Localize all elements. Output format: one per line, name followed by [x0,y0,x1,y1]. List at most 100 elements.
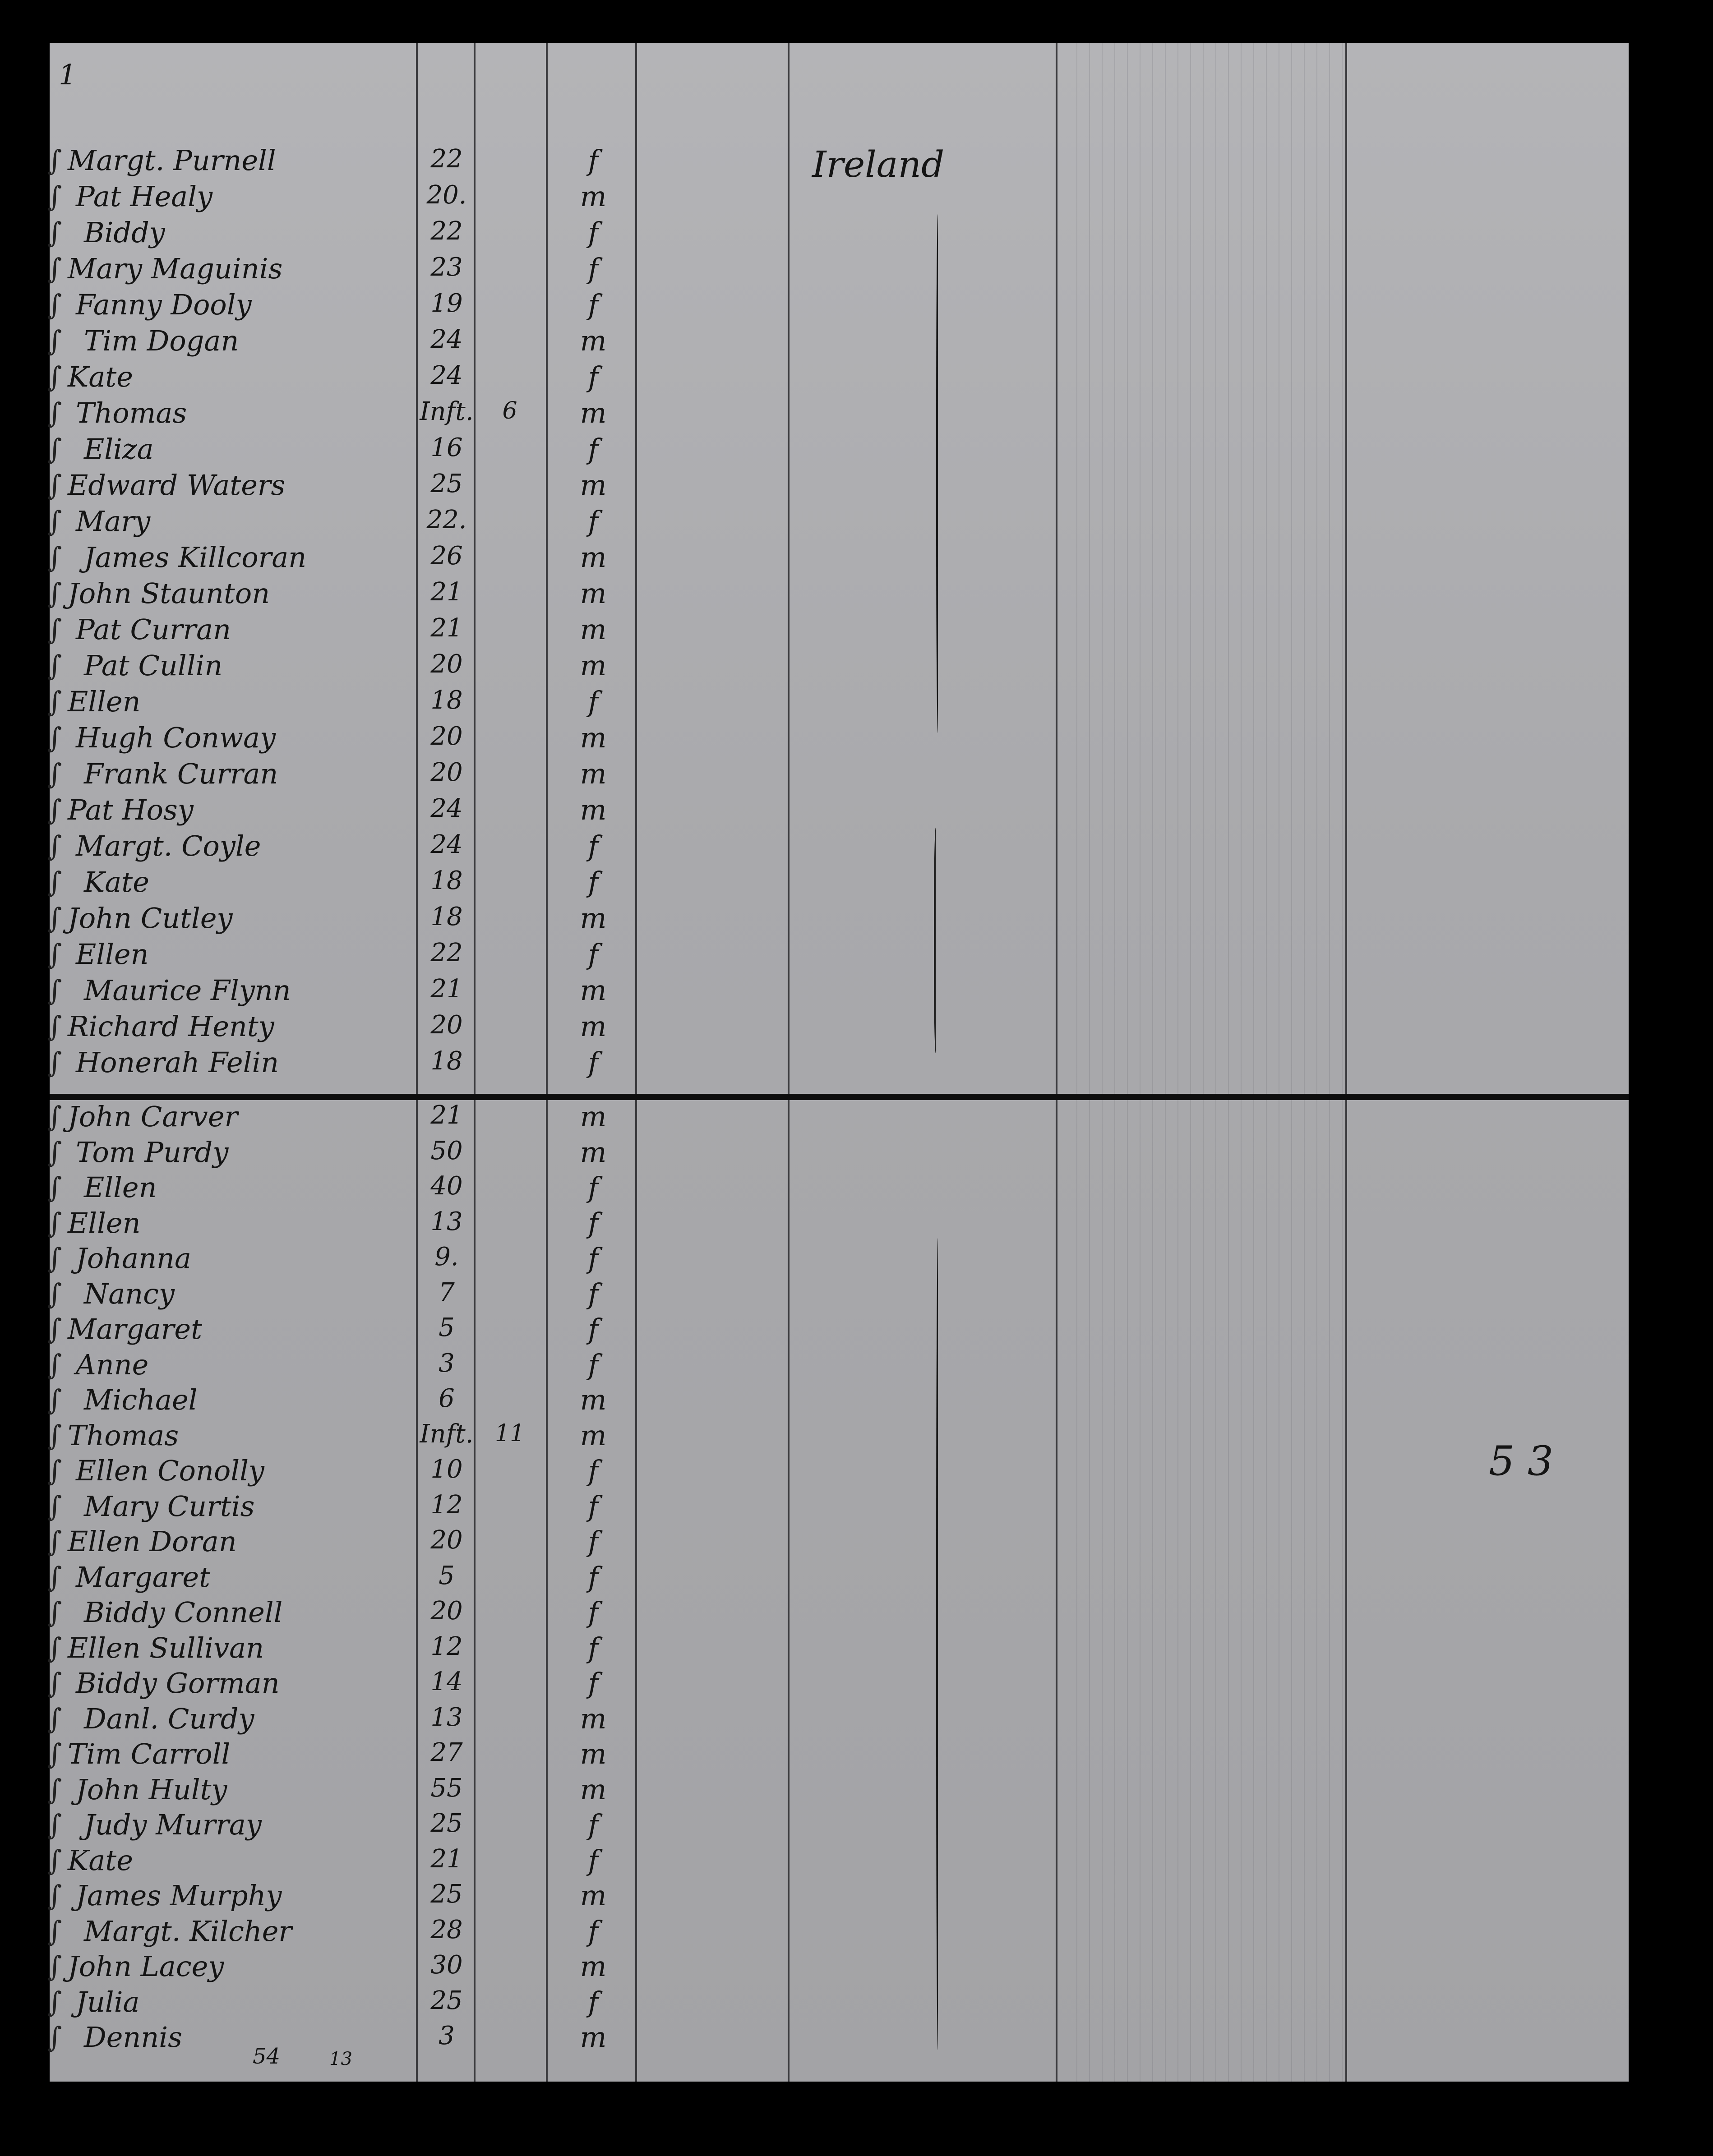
passenger-name: Frank Curran [84,757,278,790]
passenger-name: Ellen [76,938,149,971]
check-mark-icon: ∫ [47,144,62,177]
country-heading: Ireland [812,143,945,185]
check-mark-icon: ∫ [47,1843,62,1877]
passenger-age: 30 [430,1950,463,1980]
passenger-sex: f [588,360,599,393]
passenger-age: 24 [430,794,463,823]
check-mark-icon: ∫ [47,288,62,321]
check-mark-icon: ∫ [47,1046,62,1079]
passenger-name: Nancy [84,1277,175,1310]
passenger-age: 5 [439,1313,455,1342]
passenger-age: 3 [439,2021,455,2050]
passenger-sex: m [580,902,607,935]
check-mark-icon: ∫ [47,1596,62,1629]
passenger-age: 50 [430,1136,463,1166]
footer-note: 13 [329,2049,352,2069]
passenger-age: 20 [430,1525,463,1555]
passenger-name: Tim Dogan [84,324,239,357]
passenger-sex: m [580,1100,607,1133]
ruled-area [1065,43,1344,2082]
check-mark-icon: ∫ [47,505,62,538]
passenger-age: 25 [430,469,463,498]
passenger-age: 5 [439,1561,455,1590]
passenger-sex: f [588,1560,599,1594]
passenger-name: John Cutley [68,902,233,935]
passenger-sex: m [580,1010,607,1043]
check-mark-icon: ∫ [47,360,62,393]
passenger-age: 25 [430,1809,463,1838]
check-mark-icon: ∫ [47,793,62,826]
passenger-age: 22 [430,144,463,174]
passenger-age: 25 [430,1880,463,1909]
ditto-line [934,828,938,1053]
passenger-name: Kate [68,1843,133,1877]
check-mark-icon: ∫ [47,433,62,465]
passenger-name: Danl. Curdy [84,1702,254,1735]
passenger-name: Ellen [68,1206,141,1239]
passenger-name: Mary Curtis [84,1489,255,1523]
passenger-age: 21 [430,974,463,1004]
passenger-sex: m [580,1773,607,1806]
check-mark-icon: ∫ [47,252,62,285]
passenger-name: Pat Cullin [84,649,223,682]
passenger-age: 3 [439,1348,455,1378]
passenger-name: Edward Waters [68,469,286,502]
check-mark-icon: ∫ [47,1277,62,1310]
passenger-age: 12 [430,1490,463,1520]
passenger-name: John Hulty [76,1773,227,1806]
check-mark-icon: ∫ [47,1914,62,1948]
passenger-age: 21 [430,1101,463,1130]
check-mark-icon: ∫ [47,1383,62,1416]
passenger-age: Inft. [420,397,474,426]
passenger-age: 9. [434,1242,459,1271]
passenger-name: Tim Carroll [68,1737,231,1770]
passenger-sex: m [580,469,607,502]
check-mark-icon: ∫ [47,757,62,790]
passenger-name: Michael [84,1383,198,1416]
column-divider [1056,43,1057,2082]
passenger-sex: f [588,866,599,898]
passenger-name: Mary [76,505,151,538]
passenger-name: John Lacey [68,1950,224,1983]
check-mark-icon: ∫ [47,866,62,898]
check-mark-icon: ∫ [47,1667,62,1700]
passenger-age: 23 [430,253,463,282]
check-mark-icon: ∫ [47,541,62,574]
passenger-age: 40 [430,1171,463,1201]
passenger-name: Anne [76,1348,149,1381]
passenger-mark: 11 [494,1419,525,1447]
check-mark-icon: ∫ [47,1419,62,1452]
check-mark-icon: ∫ [47,396,62,429]
passenger-sex: f [588,1525,599,1558]
passenger-age: 20 [430,758,463,787]
passenger-sex: f [588,1454,599,1487]
passenger-name: Margt. Kilcher [84,1914,292,1948]
passenger-sex: m [580,577,607,610]
passenger-sex: m [580,1702,607,1735]
check-mark-icon: ∫ [47,685,62,718]
passenger-age: 16 [430,433,463,462]
passenger-sex: m [580,974,607,1007]
passenger-age: 22 [430,938,463,967]
passenger-sex: m [580,1879,607,1912]
check-mark-icon: ∫ [47,1242,62,1275]
passenger-name: Maurice Flynn [84,974,291,1007]
passenger-name: Ellen Sullivan [68,1631,264,1664]
passenger-age: 10 [430,1455,463,1484]
passenger-sex: m [580,1419,607,1452]
passenger-sex: f [588,252,599,285]
check-mark-icon: ∫ [47,2021,62,2054]
passenger-sex: m [580,613,607,646]
passenger-age: 20 [430,650,463,679]
passenger-sex: f [588,505,599,538]
footer-note: 54 [253,2044,281,2069]
check-mark-icon: ∫ [47,902,62,935]
passenger-sex: m [580,1737,607,1770]
passenger-age: 22 [430,217,463,246]
ditto-line [936,214,941,733]
column-divider [546,43,548,2082]
passenger-name: Margaret [76,1560,210,1594]
passenger-name: John Carver [68,1100,238,1133]
passenger-name: Pat Hosy [68,793,194,826]
passenger-age: 20. [426,180,467,210]
